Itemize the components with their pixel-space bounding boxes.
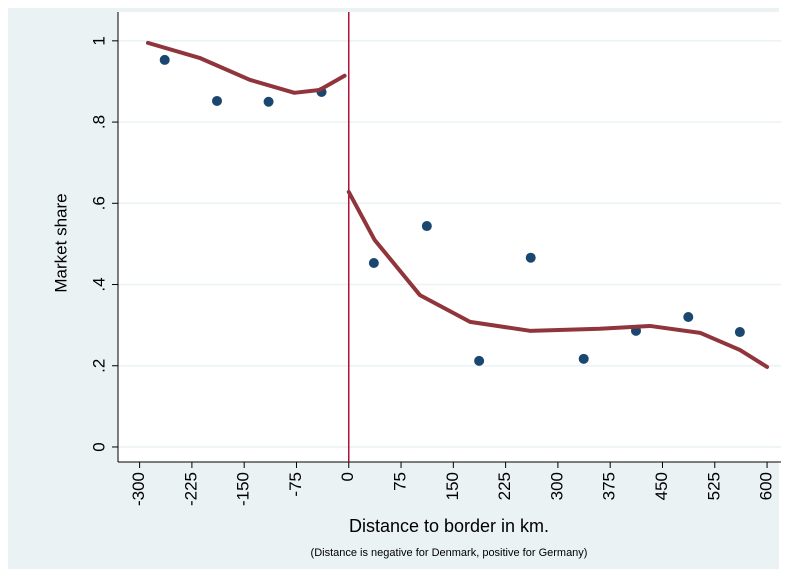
x-tick-label: 450	[652, 472, 671, 500]
y-tick-label: .2	[89, 359, 108, 373]
point	[578, 353, 589, 364]
point	[474, 355, 485, 366]
point	[525, 252, 536, 263]
note: (Distance is negative for Denmark, posit…	[311, 547, 588, 559]
x-tick-label: 75	[391, 472, 410, 491]
x-tick-label: -225	[181, 472, 200, 506]
x-tick-label: 225	[495, 472, 514, 500]
fit-line	[145, 40, 347, 95]
y-axis-title: Market share	[51, 193, 70, 292]
y-tick-label: .4	[89, 277, 108, 291]
fit-line	[346, 189, 770, 369]
x-tick-label: -75	[286, 472, 305, 497]
x-tick-label: 600	[757, 472, 776, 500]
point	[683, 312, 694, 323]
point	[263, 96, 274, 107]
point	[734, 327, 745, 338]
point	[368, 257, 379, 268]
x-tick-label: 300	[547, 472, 566, 500]
x-tick-label: -150	[234, 472, 253, 506]
x-tick-label: 0	[338, 472, 357, 481]
y-tick-label: .8	[89, 115, 108, 129]
x-tick-label: 375	[600, 472, 619, 500]
x-tick-label: 150	[443, 472, 462, 500]
y-tick-label: 1	[89, 36, 108, 45]
x-axis-title: Distance to border in km.	[349, 516, 549, 536]
x-tick-label: -300	[129, 472, 148, 506]
point	[421, 221, 432, 232]
point	[159, 54, 170, 65]
y-tick-label: .6	[89, 196, 108, 210]
point	[211, 95, 222, 106]
x-tick-label: 525	[704, 472, 723, 500]
plot-region	[118, 12, 781, 462]
y-tick-label: 0	[89, 442, 108, 451]
